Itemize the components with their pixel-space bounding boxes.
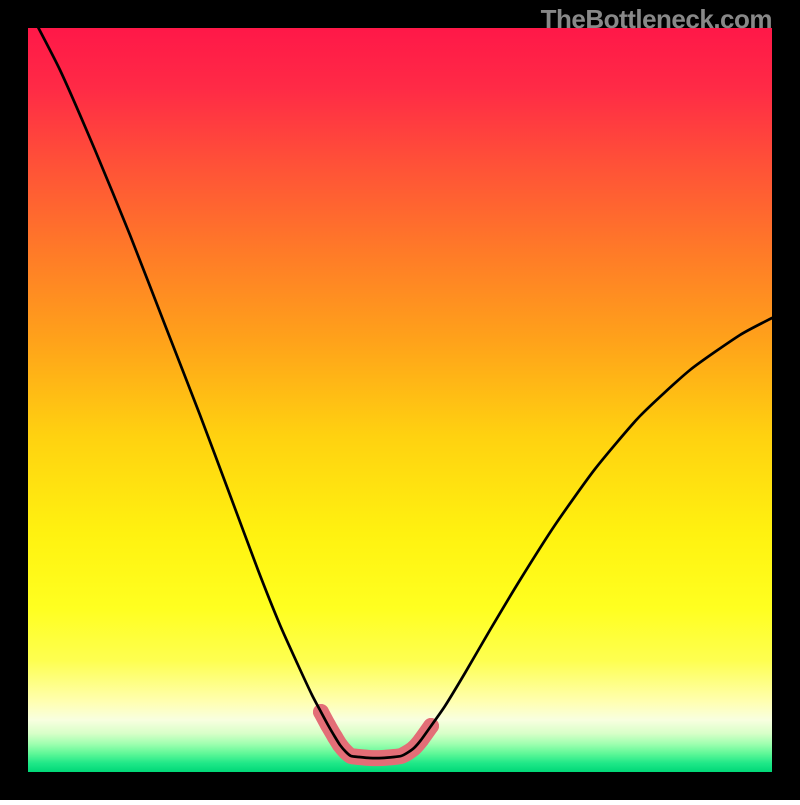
- watermark-text: TheBottleneck.com: [541, 4, 772, 35]
- chart-gradient-background: [28, 28, 772, 772]
- bottleneck-chart: [0, 0, 800, 800]
